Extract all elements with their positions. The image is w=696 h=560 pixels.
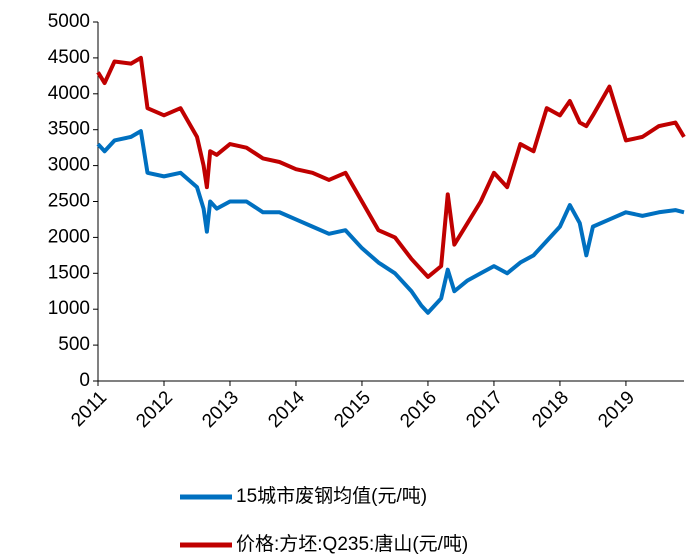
x-tick-label: 2018: [528, 387, 573, 432]
series-line: [96, 55, 686, 279]
y-tick-label: 5000: [48, 11, 90, 32]
y-tick-label: 3500: [48, 119, 90, 140]
legend-label: 15城市废钢均值(元/吨): [236, 485, 427, 507]
x-tick-label: 2016: [396, 387, 441, 432]
series-line: [96, 129, 685, 315]
x-tick-label: 2015: [330, 387, 375, 432]
y-tick-label: 1500: [48, 262, 90, 283]
y-tick-label: 4500: [48, 47, 90, 68]
y-tick-label: 3000: [48, 155, 90, 176]
y-tick-label: 2500: [48, 191, 90, 212]
y-tick-label: 500: [58, 334, 90, 355]
x-tick-label: 2017: [462, 387, 507, 432]
legend-label: 价格:方坯:Q235:唐山(元/吨): [236, 533, 468, 555]
y-tick-label: 1000: [48, 298, 90, 319]
x-tick-label: 2012: [132, 387, 177, 432]
y-tick-label: 4000: [48, 83, 90, 104]
x-tick-label: 2019: [594, 387, 639, 432]
y-tick-label: 2000: [48, 226, 90, 247]
x-tick-label: 2011: [67, 387, 111, 431]
x-tick-label: 2014: [264, 387, 309, 432]
x-tick-label: 2013: [198, 387, 243, 432]
y-tick-label: 0: [79, 370, 90, 391]
